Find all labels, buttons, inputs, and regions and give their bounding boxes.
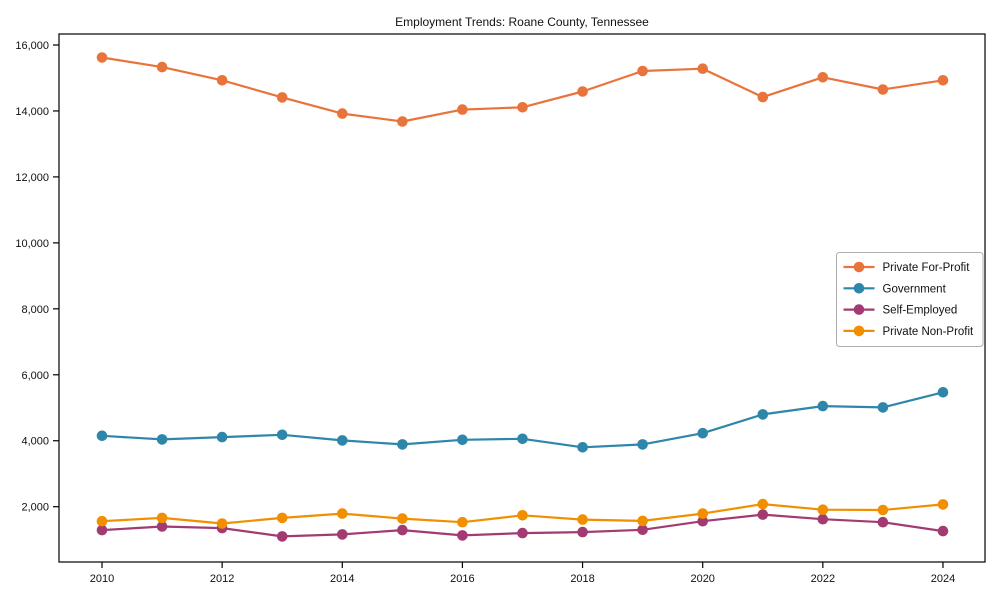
series-marker-self-employed	[276, 531, 288, 542]
series-marker-private-non-profit	[937, 499, 949, 510]
y-tick-label: 2,000	[21, 502, 49, 514]
x-tick-label: 2024	[931, 573, 955, 585]
series-marker-private-for-profit	[156, 61, 168, 73]
series-marker-self-employed	[96, 524, 108, 536]
series-marker-self-employed	[337, 529, 348, 540]
y-tick-label: 16,000	[15, 40, 49, 52]
series-marker-private-for-profit	[577, 86, 588, 97]
legend: Private For-Profit Government Self-Employe…	[836, 252, 984, 347]
series-marker-self-employed	[156, 521, 168, 532]
legend-item-label: Private Non-Profit	[883, 326, 975, 338]
series-marker-private-non-profit	[337, 508, 348, 519]
series-marker-private-for-profit	[96, 52, 108, 63]
legend-item-label: Private For-Profit	[883, 262, 971, 274]
series-marker-government	[697, 427, 708, 439]
series-marker-private-non-profit	[817, 504, 829, 515]
series-marker-private-non-profit	[577, 514, 588, 525]
legend-item-label: Self-Employed	[883, 305, 958, 317]
series-marker-private-for-profit	[757, 91, 769, 103]
series-marker-self-employed	[577, 526, 588, 538]
series-marker-government	[757, 409, 769, 420]
legend-item-private-non-profit: Private Non-Profit	[843, 325, 975, 338]
legend-item-label: Government	[883, 283, 947, 295]
series-marker-government	[517, 433, 528, 445]
series-marker-private-non-profit	[757, 498, 769, 510]
series-marker-self-employed	[397, 524, 408, 536]
x-tick-label: 2014	[330, 573, 354, 585]
x-tick-label: 2016	[450, 573, 474, 585]
series-marker-private-non-profit	[637, 515, 648, 527]
plot-area: 2,000 4,000 6,000 8,000 10,000 12,000 14,000 16…	[15, 33, 986, 585]
chart-title: Employment Trends: Roane County, Tenness…	[395, 15, 649, 29]
legend-item-self-employed: Self-Employed	[843, 304, 958, 317]
series-marker-private-for-profit	[276, 92, 288, 103]
series-marker-self-employed	[937, 525, 949, 537]
series-marker-self-employed	[697, 515, 708, 527]
plot-border	[58, 33, 986, 563]
x-tick-label: 2018	[570, 573, 594, 585]
series-marker-government	[216, 431, 228, 443]
series-marker-private-non-profit	[457, 516, 468, 528]
series-marker-private-non-profit	[517, 510, 528, 521]
y-tick-label: 14,000	[15, 106, 49, 118]
series-marker-private-for-profit	[216, 75, 228, 86]
series-marker-government	[337, 435, 348, 446]
series-marker-private-non-profit	[697, 508, 708, 519]
legend-marker	[853, 283, 865, 294]
series-marker-private-non-profit	[96, 515, 108, 527]
series-marker-self-employed	[757, 509, 769, 520]
series-marker-private-non-profit	[216, 518, 228, 529]
series-marker-private-for-profit	[937, 75, 949, 86]
series-marker-government	[817, 400, 829, 412]
series-marker-private-non-profit	[156, 512, 168, 524]
legend-marker	[853, 304, 865, 315]
series-marker-private-for-profit	[337, 108, 348, 119]
y-tick-label: 10,000	[15, 238, 49, 250]
series-marker-private-non-profit	[276, 512, 288, 524]
series-marker-private-for-profit	[877, 84, 889, 95]
y-tick-label: 8,000	[21, 304, 49, 316]
x-tick-label: 2010	[90, 573, 114, 585]
series-marker-government	[877, 402, 889, 413]
series-marker-self-employed	[637, 524, 648, 536]
series-marker-private-for-profit	[397, 116, 408, 127]
series-marker-government	[937, 387, 949, 398]
series-marker-private-non-profit	[397, 513, 408, 524]
series-marker-self-employed	[817, 513, 829, 525]
series-marker-private-non-profit	[877, 504, 889, 516]
series-marker-private-for-profit	[697, 63, 708, 74]
series-marker-private-for-profit	[817, 72, 829, 83]
series-marker-government	[457, 434, 468, 446]
series-marker-government	[637, 439, 648, 450]
x-tick-label: 2012	[210, 573, 234, 585]
series-marker-government	[276, 429, 288, 441]
legend-item-private-for-profit: Private For-Profit	[843, 261, 971, 274]
series-marker-self-employed	[457, 530, 468, 541]
x-tick-label: 2020	[690, 573, 714, 585]
series-marker-government	[96, 430, 108, 442]
series-marker-government	[156, 434, 168, 445]
series-marker-self-employed	[877, 516, 889, 528]
series-marker-government	[397, 439, 408, 450]
legend-item-government: Government	[843, 283, 947, 295]
y-tick-label: 12,000	[15, 172, 49, 184]
legend-marker	[853, 261, 865, 273]
series-marker-private-for-profit	[637, 65, 648, 77]
y-tick-label: 6,000	[21, 370, 49, 382]
legend-marker	[853, 325, 865, 337]
series-marker-private-for-profit	[457, 104, 468, 115]
y-tick-label: 4,000	[21, 436, 49, 448]
x-tick-label: 2022	[811, 573, 835, 585]
series-marker-private-for-profit	[517, 102, 528, 113]
series-marker-government	[577, 442, 588, 453]
series-marker-self-employed	[517, 527, 528, 539]
legend-box	[836, 252, 984, 347]
